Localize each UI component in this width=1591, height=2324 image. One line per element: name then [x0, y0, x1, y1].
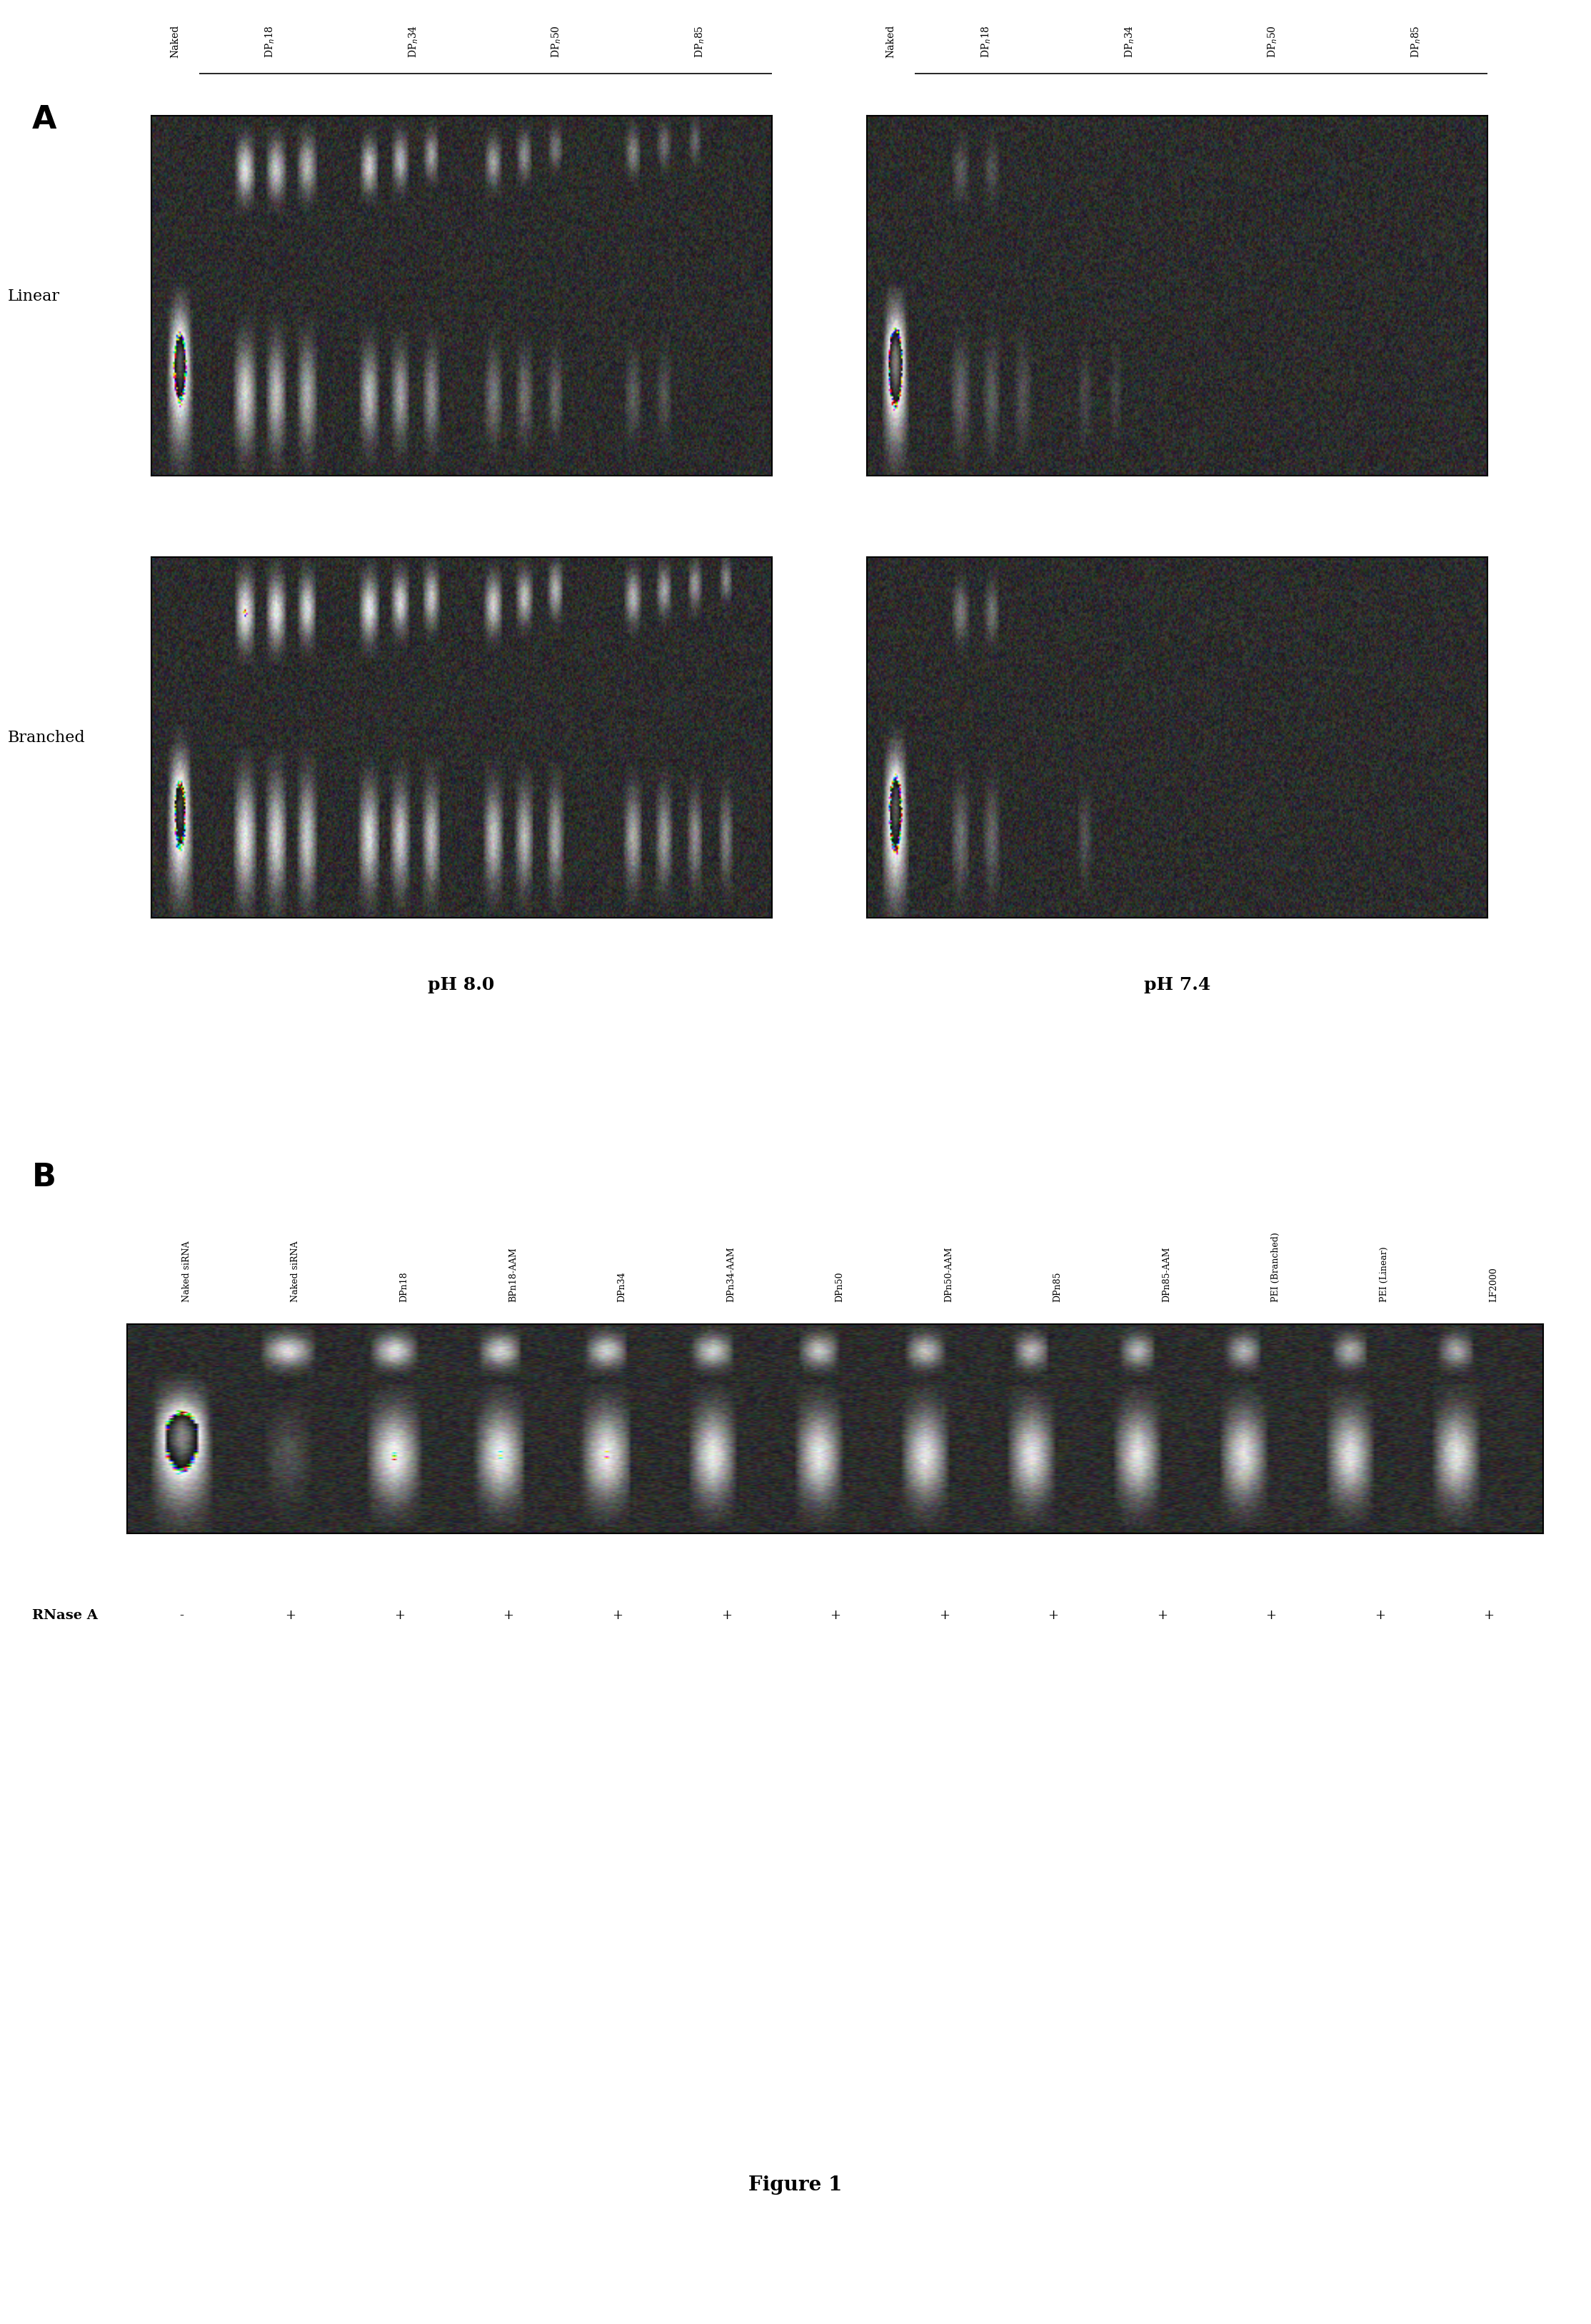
Text: DP$_n$50: DP$_n$50 [550, 26, 563, 58]
Text: Naked: Naked [170, 26, 180, 58]
Text: Figure 1: Figure 1 [749, 2175, 842, 2194]
Text: DPn50: DPn50 [835, 1271, 845, 1301]
Text: DPn85-AAM: DPn85-AAM [1161, 1246, 1171, 1301]
Text: +: + [721, 1608, 732, 1622]
Text: pH 7.4: pH 7.4 [1144, 976, 1211, 992]
Text: DP$_n$85: DP$_n$85 [1410, 26, 1422, 58]
Text: DPn50-AAM: DPn50-AAM [943, 1246, 953, 1301]
Text: DPn18: DPn18 [399, 1271, 409, 1301]
Text: DP$_n$50: DP$_n$50 [1266, 26, 1279, 58]
Text: PEI (Branched): PEI (Branched) [1271, 1232, 1281, 1301]
Text: DP$_n$18: DP$_n$18 [264, 26, 277, 58]
Text: BPn18-AAM: BPn18-AAM [509, 1246, 517, 1301]
Text: -: - [180, 1608, 185, 1622]
Text: Linear: Linear [8, 288, 60, 304]
Text: A: A [32, 105, 56, 135]
Text: +: + [939, 1608, 950, 1622]
Text: Branched: Branched [8, 730, 86, 746]
Text: +: + [395, 1608, 406, 1622]
Text: DPn34: DPn34 [617, 1271, 627, 1301]
Text: B: B [32, 1162, 56, 1192]
Text: +: + [1375, 1608, 1386, 1622]
Text: RNase A: RNase A [32, 1608, 97, 1622]
Text: +: + [831, 1608, 840, 1622]
Text: +: + [613, 1608, 622, 1622]
Text: DP$_n$85: DP$_n$85 [694, 26, 706, 58]
Text: DPn85: DPn85 [1053, 1271, 1063, 1301]
Text: +: + [285, 1608, 296, 1622]
Text: DPn34-AAM: DPn34-AAM [727, 1246, 735, 1301]
Text: Naked: Naked [886, 26, 896, 58]
Text: DP$_n$34: DP$_n$34 [407, 26, 420, 58]
Text: +: + [503, 1608, 514, 1622]
Text: DP$_n$34: DP$_n$34 [1123, 26, 1136, 58]
Text: Naked siRNA: Naked siRNA [291, 1241, 301, 1301]
Text: PEI (Linear): PEI (Linear) [1379, 1246, 1389, 1301]
Text: LF2000: LF2000 [1489, 1267, 1499, 1301]
Text: +: + [1483, 1608, 1494, 1622]
Text: +: + [1265, 1608, 1276, 1622]
Text: Naked siRNA: Naked siRNA [181, 1241, 191, 1301]
Text: DP$_n$18: DP$_n$18 [980, 26, 993, 58]
Text: pH 8.0: pH 8.0 [428, 976, 495, 992]
Text: +: + [1048, 1608, 1058, 1622]
Text: +: + [1157, 1608, 1168, 1622]
